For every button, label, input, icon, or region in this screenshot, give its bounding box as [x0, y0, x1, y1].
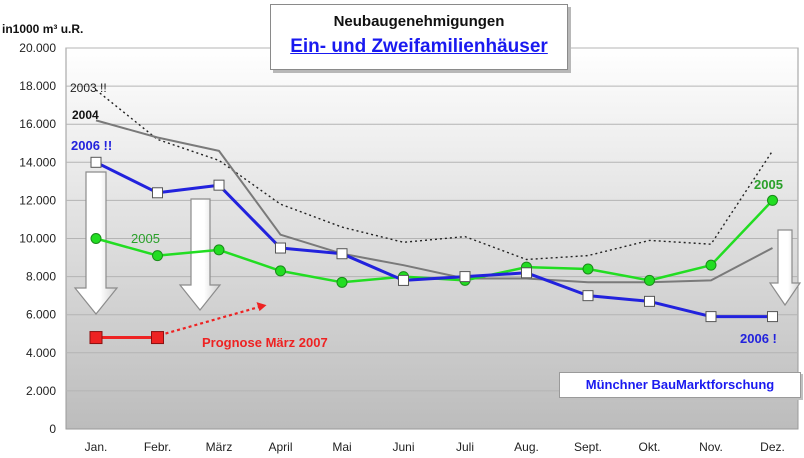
y-tick-label: 8.000 — [26, 270, 56, 284]
x-tick-label: Aug. — [514, 440, 539, 454]
x-tick-label: April — [268, 440, 292, 454]
series-line-2006 — [95, 160, 773, 319]
point-2005 — [767, 194, 778, 206]
x-tick-label: Jan. — [85, 440, 108, 454]
y-tick-label: 4.000 — [26, 346, 56, 360]
label-2005-right: 2005 — [754, 177, 783, 192]
x-tick-label: Okt. — [638, 440, 660, 454]
y-tick-label: 16.000 — [19, 117, 56, 131]
point-2006 — [705, 311, 717, 323]
point-2005 — [152, 250, 163, 262]
x-tick-label: Nov. — [699, 440, 723, 454]
label-2004: 2004 — [72, 108, 99, 122]
x-tick-label: Juli — [456, 440, 474, 454]
y-tick-label: 10.000 — [19, 232, 56, 246]
x-tick-label: Juni — [392, 440, 414, 454]
marker-layer — [90, 156, 778, 323]
forecast-point — [89, 331, 103, 345]
forecast-layer — [89, 302, 267, 345]
y-tick-label: 0 — [49, 422, 56, 436]
y-tick-label: 14.000 — [19, 155, 56, 169]
point-2006 — [582, 290, 594, 302]
point-2006 — [152, 187, 163, 199]
point-2006 — [459, 271, 471, 283]
y-tick-label: 6.000 — [26, 308, 56, 322]
forecast-trend-line — [165, 306, 259, 335]
down-arrow-maerz — [178, 198, 222, 311]
x-tick-label: Dez. — [760, 440, 785, 454]
point-2005 — [705, 259, 717, 271]
point-2006 — [398, 274, 409, 286]
series-line-2004 — [95, 119, 773, 284]
chart-subtitle: Ein- und Zweifamilienhäuser — [290, 36, 548, 57]
label-2006-end: 2006 ! — [740, 331, 777, 346]
point-2005 — [582, 263, 594, 275]
y-tick-label: 20.000 — [19, 41, 56, 55]
y-axis-unit-label: in1000 m³ u.R. — [2, 22, 84, 36]
point-2006 — [213, 179, 225, 191]
point-2005 — [336, 276, 348, 288]
point-2006 — [644, 295, 655, 307]
point-2005 — [213, 244, 225, 256]
chart-title-box: Neubaugenehmigungen Ein- und Zweifamilie… — [270, 4, 568, 70]
y-axis-ticks: 0 2.000 4.000 6.000 8.000 10.000 12.000 14.000 1… — [19, 41, 56, 436]
x-tick-label: Sept. — [574, 440, 602, 454]
series-layer — [95, 89, 774, 319]
point-2005 — [275, 265, 286, 277]
point-2006 — [767, 311, 778, 323]
source-label: Münchner BauMarktforschung — [559, 372, 801, 398]
label-2003: 2003 !! — [70, 81, 107, 95]
chart-title: Neubaugenehmigungen — [333, 13, 505, 30]
point-2005 — [644, 274, 655, 286]
x-tick-label: Mai — [332, 440, 351, 454]
point-2006 — [336, 248, 348, 260]
label-2006-start: 2006 !! — [71, 138, 112, 153]
y-tick-label: 12.000 — [19, 193, 56, 207]
forecast-label: Prognose März 2007 — [202, 335, 328, 350]
forecast-point — [151, 331, 164, 345]
point-2006 — [521, 267, 532, 279]
x-tick-label: März — [206, 440, 233, 454]
y-tick-label: 2.000 — [26, 384, 56, 398]
forecast-trend-arrowhead — [256, 302, 267, 312]
point-2006 — [90, 156, 102, 168]
series-line-2003 — [95, 89, 774, 261]
y-tick-label: 18.000 — [19, 79, 56, 93]
x-tick-label: Febr. — [144, 440, 171, 454]
label-2005-left: 2005 — [131, 231, 160, 246]
down-arrow-dez — [768, 229, 802, 307]
point-2006 — [275, 242, 286, 254]
x-axis-ticks: Jan. Febr. März April Mai Juni Juli Aug. Sept. Ok… — [85, 440, 785, 454]
point-2005 — [90, 233, 102, 244]
